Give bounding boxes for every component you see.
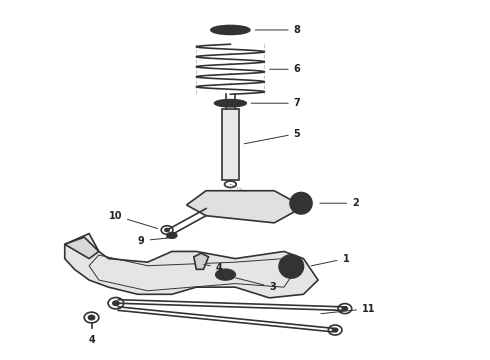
Ellipse shape: [290, 193, 312, 214]
Ellipse shape: [224, 102, 237, 105]
Text: 10: 10: [109, 211, 158, 229]
Ellipse shape: [216, 269, 235, 280]
Text: 2: 2: [320, 198, 359, 208]
Ellipse shape: [167, 233, 177, 238]
Circle shape: [88, 315, 95, 320]
Text: 7: 7: [251, 98, 300, 108]
Polygon shape: [194, 253, 208, 269]
Circle shape: [342, 306, 348, 311]
Text: 8: 8: [255, 25, 300, 35]
Text: 4: 4: [88, 336, 95, 345]
Text: 9: 9: [138, 236, 174, 246]
Circle shape: [165, 228, 170, 232]
Text: 1: 1: [311, 253, 349, 266]
Ellipse shape: [222, 28, 239, 32]
Polygon shape: [65, 237, 99, 258]
Text: 3: 3: [236, 278, 276, 292]
Text: 11: 11: [321, 303, 375, 314]
Text: 6: 6: [270, 64, 300, 74]
Ellipse shape: [211, 26, 250, 35]
Circle shape: [332, 328, 338, 332]
Ellipse shape: [221, 273, 229, 277]
Polygon shape: [65, 234, 318, 298]
Bar: [221, 109, 239, 180]
Circle shape: [113, 301, 119, 306]
Ellipse shape: [215, 100, 246, 107]
Ellipse shape: [279, 255, 303, 278]
Text: 4: 4: [204, 262, 222, 273]
Ellipse shape: [286, 261, 296, 272]
Ellipse shape: [296, 198, 306, 208]
Polygon shape: [187, 191, 294, 223]
Text: 5: 5: [245, 129, 300, 144]
